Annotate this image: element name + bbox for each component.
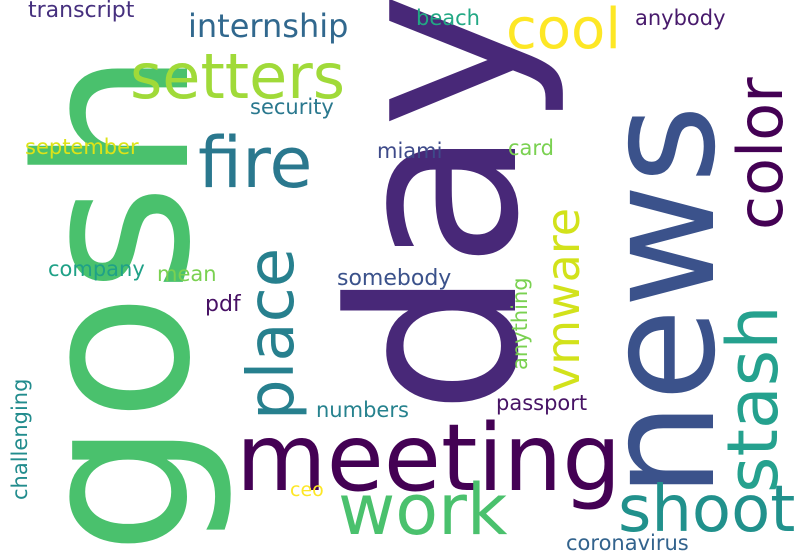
word-card: card [508,136,555,160]
word-security: security [250,95,334,119]
word-anything: anything [508,277,532,370]
word-mean: mean [157,262,217,286]
word-september: september [25,135,139,159]
word-transcript: transcript [28,0,135,23]
word-pdf: pdf [205,292,241,317]
word-passport: passport [496,391,588,415]
word-ceo: ceo [290,479,324,501]
word-vmware: vmware [536,207,590,392]
word-place: place [235,247,309,420]
word-stash: stash [712,305,794,493]
word-gosh: gosh [0,50,237,555]
word-shoot: shoot [618,473,796,547]
word-fire: fire [198,122,313,204]
word-challenging: challenging [8,378,32,500]
word-miami: miami [377,139,443,163]
word-meeting: meeting [236,404,622,512]
word-cool: cool [506,0,621,62]
word-anybody: anybody [635,6,726,30]
word-work: work [338,469,508,551]
word-internship: internship [188,7,349,45]
word-beach: beach [416,6,480,30]
word-company: company [48,257,145,281]
word-coronavirus: coronavirus [566,531,689,555]
word-numbers: numbers [316,398,409,422]
word-setters: setters [130,40,346,113]
word-color: color [724,77,797,230]
word-somebody: somebody [337,266,452,291]
